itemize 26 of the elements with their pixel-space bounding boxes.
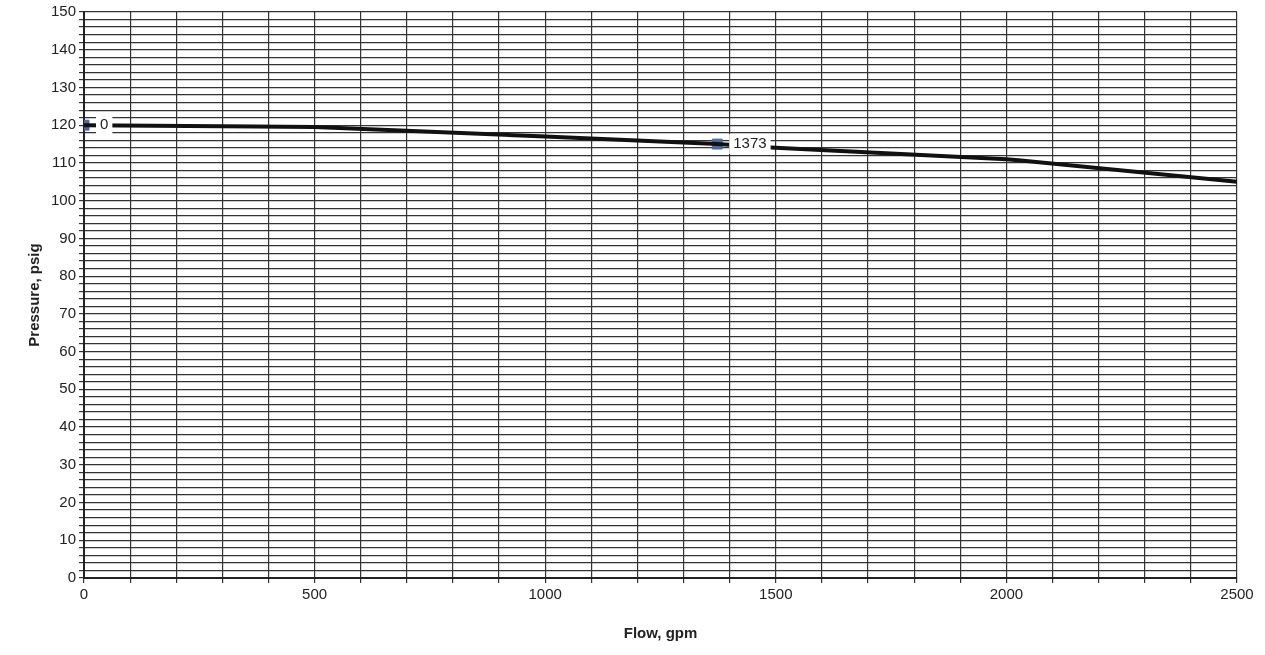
y-axis-title: Pressure, psig bbox=[25, 243, 43, 347]
x-tick-label: 2000 bbox=[989, 585, 1024, 603]
y-tick-label: 20 bbox=[59, 492, 77, 510]
annotation: 1373 bbox=[733, 134, 767, 152]
y-tick-label: 50 bbox=[59, 379, 77, 397]
y-tick-label: 140 bbox=[51, 39, 77, 57]
y-tick-label: 100 bbox=[51, 190, 77, 208]
y-tick-label: 80 bbox=[59, 266, 77, 284]
x-tick-label: 2500 bbox=[1220, 585, 1254, 603]
y-tick-label: 110 bbox=[52, 153, 77, 171]
x-tick-label: 500 bbox=[302, 585, 328, 603]
y-tick-label: 0 bbox=[67, 568, 77, 586]
y-tick-label: 30 bbox=[59, 454, 77, 472]
x-tick-label: 1000 bbox=[528, 585, 562, 603]
y-tick-label: 60 bbox=[59, 341, 77, 359]
y-tick-label: 70 bbox=[59, 304, 77, 322]
annotation: 0 bbox=[100, 115, 109, 133]
x-tick-label: 0 bbox=[79, 585, 89, 603]
y-tick-label: 10 bbox=[59, 530, 77, 548]
y-tick-label: 90 bbox=[59, 228, 77, 246]
x-axis-title: Flow, gpm bbox=[623, 624, 698, 642]
x-tick-label: 1500 bbox=[759, 585, 793, 603]
y-tick-label: 150 bbox=[51, 2, 77, 20]
y-tick-label: 40 bbox=[59, 417, 77, 435]
y-tick-label: 120 bbox=[51, 115, 77, 133]
y-tick-label: 130 bbox=[51, 77, 77, 95]
